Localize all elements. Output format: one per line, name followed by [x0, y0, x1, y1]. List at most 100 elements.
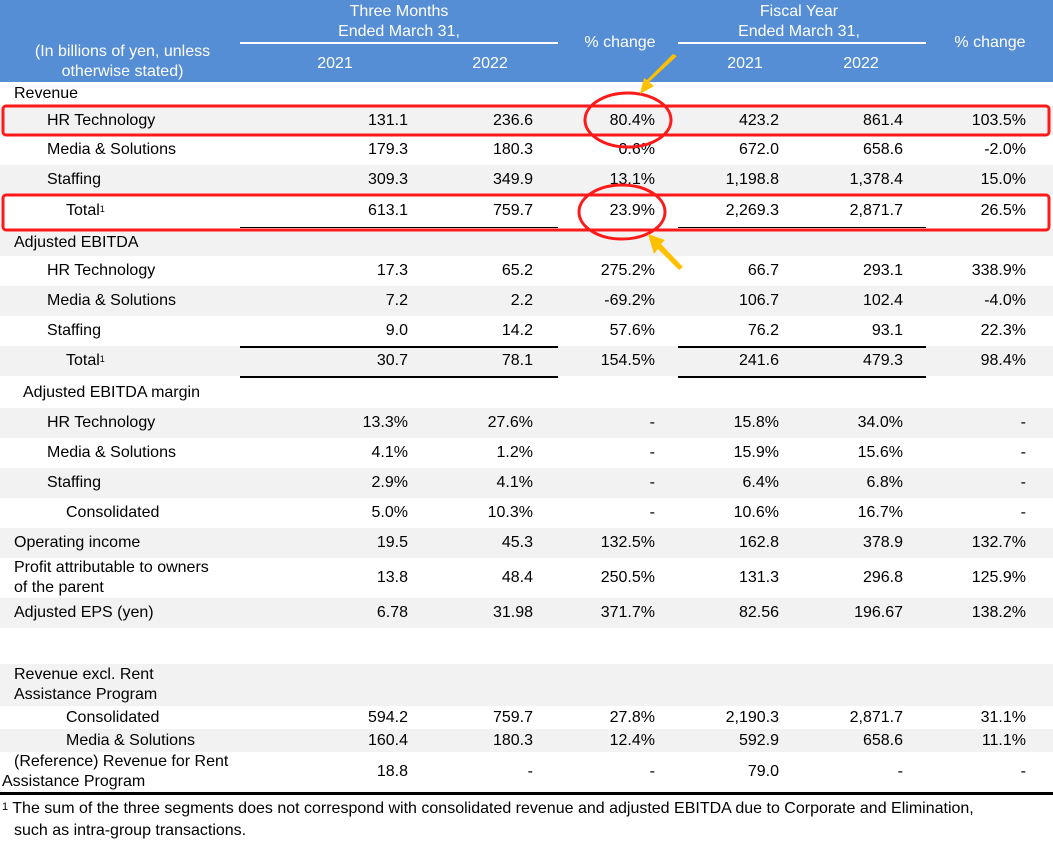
value-fy-2021	[665, 229, 779, 256]
value-fy-pct-change	[910, 378, 1026, 408]
value-3m-2021	[300, 664, 408, 706]
row-label-text: Revenue	[14, 85, 79, 102]
value-3m-pct-change: 23.9%	[609, 202, 655, 219]
value-fy-pct-change	[910, 83, 1026, 105]
value-fy-2021: 15.9%	[733, 444, 779, 461]
value-3m-2021: 7.2	[385, 292, 408, 309]
value-3m-2021	[300, 378, 408, 408]
value-3m-2021: 2.9%	[371, 474, 408, 491]
value-fy-2022: 658.6	[862, 141, 903, 158]
value-3m-pct-change: -	[649, 504, 655, 521]
row-label: Media & Solutions	[47, 286, 176, 316]
row-label: HR Technology	[47, 106, 155, 135]
unit-label-line2: otherwise stated)	[61, 63, 184, 80]
value-3m-2022	[420, 628, 533, 664]
value-3m-pct-change	[545, 83, 655, 105]
col-3m-2021: 2021	[317, 55, 353, 72]
table-row: Total 1 613.1 759.7 23.9% 2,269.3 2,871.7 26.5%	[0, 195, 1053, 227]
row-label: Consolidated	[66, 706, 159, 729]
value-3m-pct-change: 154.5%	[600, 352, 655, 369]
value-3m-2021: 17.3	[376, 262, 408, 279]
value-fy-pct-change: 98.4%	[980, 352, 1026, 369]
table-row: Total 1 30.7 78.1 154.5% 241.6 479.3 98.4%	[0, 346, 1053, 376]
value-3m-2021	[300, 83, 408, 105]
table-row: Media & Solutions 179.3 180.3 0.6% 672.0 658.…	[0, 135, 1053, 165]
row-label-text: Consolidated	[66, 504, 160, 521]
row-label-text: Adjusted EBITDA margin	[23, 384, 200, 401]
table-row: Revenue excl. Rent Assistance Program	[0, 664, 1053, 706]
value-3m-pct-change: 371.7%	[600, 604, 655, 621]
table-row: (Reference) Revenue for Rent Assistance P…	[0, 752, 1053, 792]
row-label-text: Staffing	[47, 474, 101, 491]
value-fy-pct-change: -	[1020, 444, 1026, 461]
value-fy-2022: 15.6%	[857, 444, 903, 461]
value-3m-pct-change: -	[649, 444, 655, 461]
value-fy-2022: 102.4	[862, 292, 903, 309]
value-fy-pct-change: 103.5%	[971, 111, 1026, 129]
value-3m-2021: 179.3	[367, 141, 408, 158]
value-3m-2021: 5.0%	[371, 504, 408, 521]
ebitda-total-overline-3m	[240, 346, 558, 348]
row-label-line1: (Reference) Revenue for Rent	[14, 753, 229, 770]
value-3m-2022: 45.3	[501, 534, 533, 551]
row-label: Adjusted EBITDA margin	[23, 378, 200, 408]
row-label-text: Total	[66, 202, 100, 219]
table-row: Operating income 19.5 45.3 132.5% 162.8 378.9…	[0, 528, 1053, 558]
footnote: 1 The sum of the three segments does not…	[2, 798, 1047, 842]
value-fy-2022: 2,871.7	[849, 708, 903, 726]
table-row: Media & Solutions 160.4 180.3 12.4% 592.9 658…	[0, 729, 1053, 752]
value-fy-2022: 861.4	[862, 111, 903, 129]
value-fy-pct-change: 125.9%	[971, 569, 1026, 586]
value-3m-2021: 9.0	[385, 322, 408, 339]
value-fy-2022	[790, 628, 903, 664]
footnote-text-line1: The sum of the three segments does not c…	[12, 800, 974, 817]
row-label-text: Operating income	[14, 534, 141, 551]
row-label-text: Total	[66, 352, 100, 369]
value-fy-2022: 1,378.4	[849, 171, 903, 188]
value-3m-pct-change: 80.4%	[609, 111, 655, 129]
value-fy-2021: 79.0	[747, 763, 779, 780]
table-row: Media & Solutions 4.1% 1.2% - 15.9% 15.6% -	[0, 438, 1053, 468]
value-3m-pct-change: -	[649, 414, 655, 431]
value-fy-2022: 93.1	[871, 322, 903, 339]
value-3m-pct-change: 250.5%	[600, 569, 655, 586]
value-3m-2021: 131.1	[367, 111, 408, 129]
value-3m-pct-change	[545, 378, 655, 408]
table-row: Adjusted EPS (yen) 6.78 31.98 371.7% 82.56 19…	[0, 598, 1053, 628]
row-label: Adjusted EBITDA	[14, 229, 139, 256]
value-3m-2021	[300, 229, 408, 256]
value-fy-pct-change: -2.0%	[984, 141, 1026, 158]
value-3m-2022: 236.6	[492, 111, 533, 129]
row-label: Staffing	[47, 316, 101, 346]
value-fy-2021: 241.6	[738, 352, 779, 369]
value-fy-pct-change: 132.7%	[971, 534, 1026, 551]
value-fy-2021: 6.4%	[742, 474, 779, 491]
value-3m-2021: 309.3	[367, 171, 408, 188]
row-label-text: Adjusted EBITDA	[14, 233, 139, 251]
value-3m-2021: 4.1%	[371, 444, 408, 461]
value-3m-pct-change: 12.4%	[609, 731, 655, 749]
value-3m-pct-change: 27.8%	[609, 708, 655, 726]
value-fy-2022	[790, 664, 903, 706]
value-3m-2022: 31.98	[492, 604, 533, 621]
col-fy-pct-change: % change	[954, 34, 1026, 51]
row-label: Media & Solutions	[47, 135, 176, 165]
section-revenue: Revenue	[0, 83, 1053, 105]
three-months-rule	[240, 42, 558, 44]
value-fy-pct-change: 31.1%	[980, 708, 1026, 726]
value-fy-pct-change: -	[1020, 504, 1026, 521]
value-3m-2021: 594.2	[367, 708, 408, 726]
value-fy-2022: 293.1	[862, 262, 903, 279]
value-fy-2022: 479.3	[862, 352, 903, 369]
value-3m-2022: -	[527, 763, 533, 780]
row-label-text: Staffing	[47, 322, 101, 339]
value-fy-pct-change: 11.1%	[981, 731, 1026, 749]
value-fy-pct-change: -	[1020, 414, 1026, 431]
value-fy-2022: 6.8%	[866, 474, 903, 491]
value-fy-2022: 2,871.7	[849, 202, 903, 219]
value-fy-2021: 2,269.3	[725, 202, 779, 219]
col-fy-2021: 2021	[727, 55, 763, 72]
fiscal-year-line1: Fiscal Year	[759, 3, 839, 20]
value-3m-2022: 65.2	[501, 262, 533, 279]
row-label: Media & Solutions	[47, 438, 176, 468]
